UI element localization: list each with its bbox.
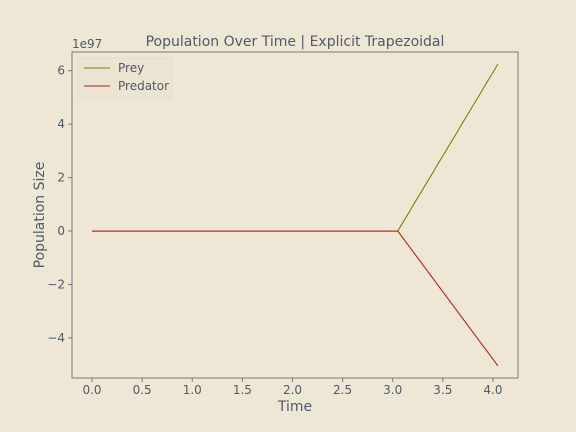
x-tick-label: 3.5	[433, 383, 452, 397]
x-tick-label: 2.5	[333, 383, 352, 397]
chart-title: Population Over Time | Explicit Trapezoi…	[146, 34, 445, 50]
legend-label-prey: Prey	[118, 61, 144, 75]
x-tick-label: 4.0	[483, 383, 502, 397]
y-tick-label: 4	[57, 117, 65, 131]
y-axis-ticks: −4 −2 0 2 4 6	[47, 64, 72, 345]
x-tick-label: 0.0	[82, 383, 101, 397]
series-line-predator	[92, 231, 498, 366]
x-tick-label: 0.5	[133, 383, 152, 397]
x-axis-title: Time	[277, 399, 312, 415]
series-layer	[92, 64, 498, 366]
y-axis-title: Population Size	[32, 162, 48, 269]
x-tick-label: 2.0	[283, 383, 302, 397]
y-tick-label: 2	[57, 171, 65, 185]
y-tick-label: −4	[47, 331, 65, 345]
x-tick-label: 3.0	[383, 383, 402, 397]
plot-area-frame	[72, 52, 518, 378]
legend-label-predator: Predator	[118, 79, 169, 93]
y-tick-label: 0	[57, 224, 65, 238]
x-tick-label: 1.0	[183, 383, 202, 397]
y-tick-label: 6	[57, 64, 65, 78]
y-tick-label: −2	[47, 277, 65, 291]
x-axis-ticks: 0.0 0.5 1.0 1.5 2.0 2.5 3.0 3.5 4.0	[82, 378, 502, 397]
legend: Prey Predator	[78, 58, 172, 98]
y-axis-offset-label: 1e97	[72, 37, 102, 51]
x-tick-label: 1.5	[233, 383, 252, 397]
